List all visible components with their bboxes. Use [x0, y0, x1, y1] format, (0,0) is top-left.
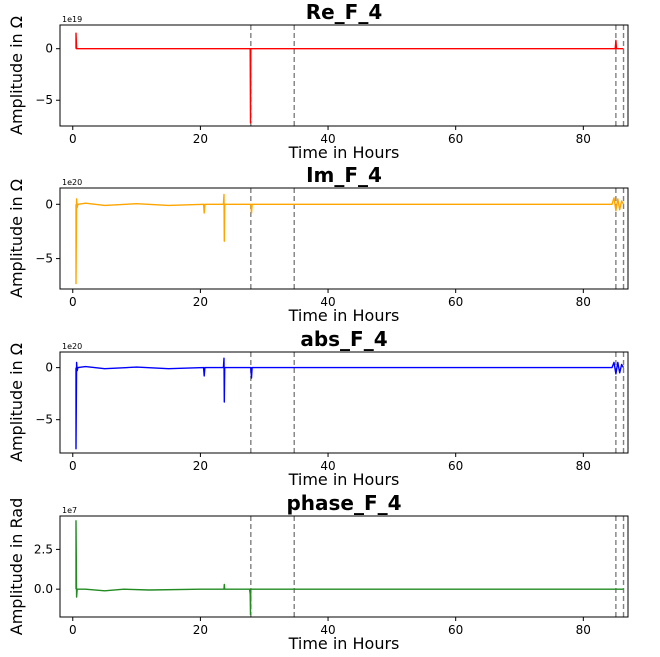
x-axis-label: Time in Hours: [288, 470, 400, 489]
x-tick-label: 40: [320, 132, 335, 146]
y-tick-label: −5: [35, 93, 53, 107]
x-tick-label: 80: [576, 295, 591, 309]
series-line: [75, 32, 624, 124]
x-tick-label: 20: [193, 295, 208, 309]
x-tick-label: 60: [448, 623, 463, 637]
plot-frame: [59, 24, 629, 127]
x-axis-label: Time in Hours: [288, 306, 400, 325]
x-tick-label: 40: [320, 459, 335, 473]
axis-offset-text: 1e20: [62, 342, 82, 351]
x-tick-label: 20: [193, 623, 208, 637]
plot-frame: [59, 515, 629, 618]
series-line: [75, 357, 625, 450]
y-tick-label: −5: [35, 252, 53, 266]
x-axis-label: Time in Hours: [288, 143, 400, 162]
y-tick-label: 2.5: [34, 542, 53, 556]
y-tick-label: 0: [45, 42, 53, 56]
plot-frame: [59, 351, 629, 454]
x-tick-label: 0: [69, 623, 77, 637]
axis-offset-text: 1e20: [62, 178, 82, 187]
x-tick-label: 60: [448, 459, 463, 473]
chart-title: Re_F_4: [306, 0, 383, 24]
x-tick-label: 60: [448, 295, 463, 309]
plot-frame: [59, 187, 629, 290]
y-tick-label: 0.0: [34, 582, 53, 596]
x-tick-label: 20: [193, 459, 208, 473]
x-tick-label: 40: [320, 295, 335, 309]
y-tick-label: −5: [35, 413, 53, 427]
y-axis-label: Amplitude in Ω: [7, 343, 26, 462]
x-tick-label: 60: [448, 132, 463, 146]
y-axis-label: Amplitude in Rad: [7, 498, 26, 635]
x-axis-label: Time in Hours: [288, 634, 400, 653]
x-tick-label: 40: [320, 623, 335, 637]
x-tick-label: 80: [576, 132, 591, 146]
x-tick-label: 0: [69, 132, 77, 146]
chart-title: abs_F_4: [300, 327, 387, 351]
axis-offset-text: 1e7: [62, 506, 77, 515]
x-tick-label: 20: [193, 132, 208, 146]
x-tick-label: 80: [576, 459, 591, 473]
chart-title: phase_F_4: [286, 491, 401, 515]
y-tick-label: 0: [45, 361, 53, 375]
series-line: [75, 193, 625, 285]
series-line: [75, 520, 624, 616]
x-tick-label: 0: [69, 295, 77, 309]
y-axis-label: Amplitude in Ω: [7, 16, 26, 135]
chart-title: Im_F_4: [306, 163, 382, 187]
y-tick-label: 0: [45, 197, 53, 211]
x-tick-label: 80: [576, 623, 591, 637]
axis-offset-text: 1e19: [62, 15, 82, 24]
y-axis-label: Amplitude in Ω: [7, 179, 26, 298]
x-tick-label: 0: [69, 459, 77, 473]
